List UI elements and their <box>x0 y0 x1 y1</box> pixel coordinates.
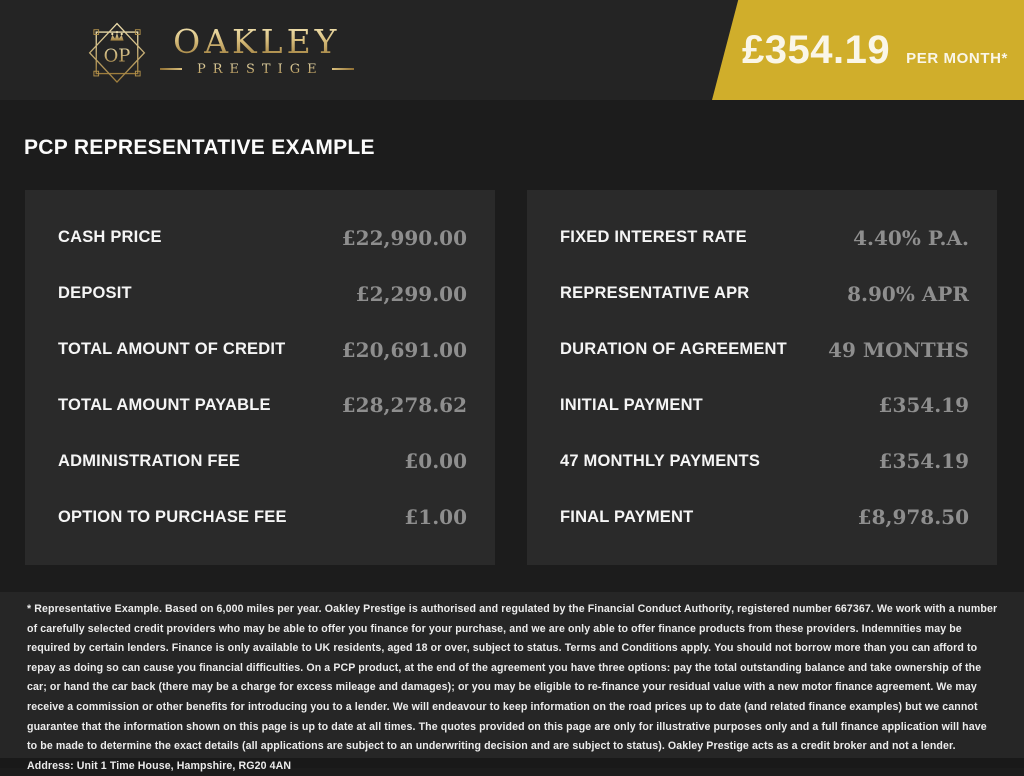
finance-row: DEPOSIT £2,299.00 <box>58 266 467 322</box>
finance-row-value: 49 MONTHS <box>828 337 969 362</box>
main-content: PCP REPRESENTATIVE EXAMPLE CASH PRICE £2… <box>0 100 1024 592</box>
finance-row-value: £354.19 <box>878 449 969 474</box>
finance-row-value: 8.90% APR <box>847 281 969 306</box>
bottom-strip <box>0 758 1024 768</box>
finance-row: REPRESENTATIVE APR 8.90% APR <box>560 266 969 322</box>
monthly-price-banner: £354.19 PER MONTH* <box>712 0 1024 100</box>
finance-row-value: £354.19 <box>878 393 969 418</box>
finance-row-value: £22,990.00 <box>341 225 467 250</box>
right-rule <box>331 68 354 70</box>
oakley-prestige-logo: OP OAKLEY PRESTIGE <box>84 16 354 84</box>
finance-row: OPTION TO PURCHASE FEE £1.00 <box>58 489 467 545</box>
finance-row: FINAL PAYMENT £8,978.50 <box>560 489 969 545</box>
logo-wordmark: OAKLEY PRESTIGE <box>160 25 354 76</box>
page-header: OP OAKLEY PRESTIGE £354.19 PER MONTH* <box>0 0 1024 100</box>
finance-row-label: TOTAL AMOUNT PAYABLE <box>58 395 271 414</box>
finance-row: INITIAL PAYMENT £354.19 <box>560 377 969 433</box>
finance-row-value: 4.40% P.A. <box>853 225 969 250</box>
finance-panel-right: FIXED INTEREST RATE 4.40% P.A. REPRESENT… <box>527 190 997 565</box>
finance-row-label: TOTAL AMOUNT OF CREDIT <box>58 340 286 359</box>
logo-subtitle: PRESTIGE <box>160 63 354 76</box>
logo-name: OAKLEY <box>173 21 341 61</box>
finance-panel-left: CASH PRICE £22,990.00 DEPOSIT £2,299.00 … <box>25 190 495 565</box>
finance-row-label: FIXED INTEREST RATE <box>560 228 747 247</box>
finance-row: 47 MONTHLY PAYMENTS £354.19 <box>560 433 969 489</box>
finance-row: DURATION OF AGREEMENT 49 MONTHS <box>560 322 969 378</box>
disclaimer-text: * Representative Example. Based on 6,000… <box>27 603 998 772</box>
op-monogram-icon: OP <box>88 22 146 84</box>
left-rule <box>160 68 182 70</box>
finance-row-label: CASH PRICE <box>58 228 162 247</box>
finance-row: ADMINISTRATION FEE £0.00 <box>58 433 467 489</box>
page-title: PCP REPRESENTATIVE EXAMPLE <box>24 136 375 159</box>
finance-row-label: INITIAL PAYMENT <box>560 395 703 414</box>
finance-row-value: £1.00 <box>404 505 467 530</box>
finance-row-value: £0.00 <box>404 449 467 474</box>
monthly-price: £354.19 <box>742 28 891 72</box>
price-period-label: PER MONTH* <box>906 50 1008 67</box>
finance-row: TOTAL AMOUNT PAYABLE £28,278.62 <box>58 377 467 433</box>
finance-row: FIXED INTEREST RATE 4.40% P.A. <box>560 210 969 266</box>
disclaimer-section: * Representative Example. Based on 6,000… <box>0 592 1024 772</box>
svg-text:OP: OP <box>104 45 131 66</box>
finance-panels: CASH PRICE £22,990.00 DEPOSIT £2,299.00 … <box>25 190 997 565</box>
finance-row-value: £2,299.00 <box>355 281 467 306</box>
finance-row-value: £8,978.50 <box>857 505 969 530</box>
logo-subname: PRESTIGE <box>190 63 324 76</box>
finance-row-label: DURATION OF AGREEMENT <box>560 340 787 359</box>
finance-row-label: FINAL PAYMENT <box>560 507 694 526</box>
finance-row-label: ADMINISTRATION FEE <box>58 451 241 470</box>
finance-row: CASH PRICE £22,990.00 <box>58 210 467 266</box>
finance-row-value: £28,278.62 <box>341 393 467 418</box>
finance-row-value: £20,691.00 <box>341 337 467 362</box>
finance-row-label: 47 MONTHLY PAYMENTS <box>560 451 761 470</box>
finance-row-label: REPRESENTATIVE APR <box>560 284 750 303</box>
finance-row: TOTAL AMOUNT OF CREDIT £20,691.00 <box>58 322 467 378</box>
finance-row-label: OPTION TO PURCHASE FEE <box>58 507 287 526</box>
finance-row-label: DEPOSIT <box>58 284 132 303</box>
